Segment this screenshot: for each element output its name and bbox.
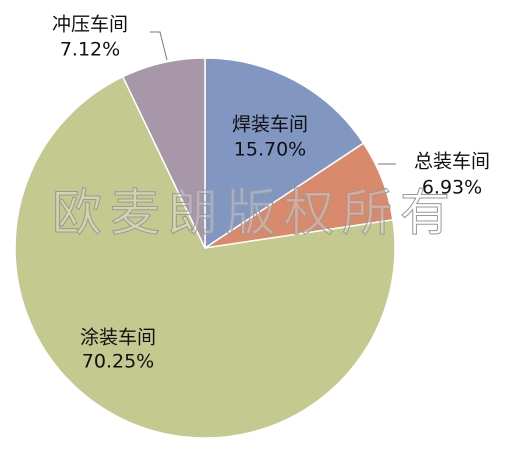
pie (14, 57, 396, 439)
pie-slice (204, 57, 365, 250)
pie-slice (121, 57, 206, 249)
value-label: 6.93% (422, 177, 482, 199)
leader-line (150, 31, 168, 61)
pie-slice (14, 75, 396, 439)
slice-label: 焊装车间 (232, 114, 308, 136)
slice-label: 冲压车间 (52, 14, 128, 36)
value-label: 15.70% (234, 139, 306, 161)
value-label: 70.25% (82, 351, 154, 373)
value-label: 7.12% (60, 39, 120, 61)
slice-label: 涂装车间 (80, 327, 156, 349)
watermark: 欧麦朗版权所有 (52, 184, 458, 242)
slice-label: 总装车间 (414, 151, 490, 173)
